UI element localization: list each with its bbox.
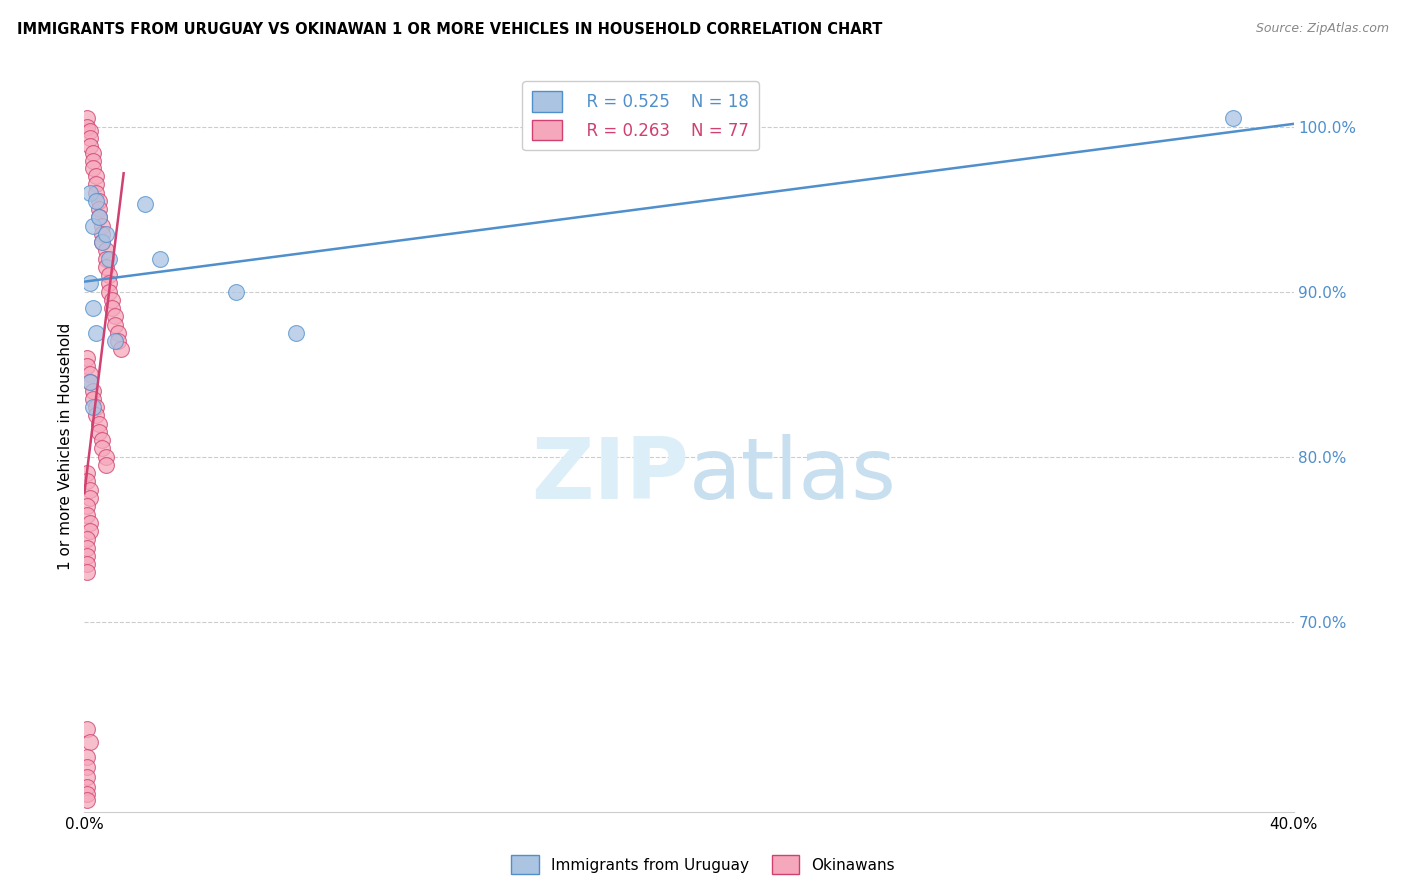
Point [82,145,104,160]
Point [76,566,98,580]
Point [79,139,101,153]
Point [94,450,117,464]
Point [91,442,114,456]
Text: atlas: atlas [689,434,897,516]
Point [79,277,101,291]
Point [97,252,120,266]
Point [76,750,98,764]
Point [79,524,101,538]
Point [86,186,108,200]
Point [76,541,98,555]
Point [94,227,117,241]
Point [76,787,98,801]
Point [82,161,104,175]
Point [107,326,129,340]
Point [79,124,101,138]
Point [86,169,108,183]
Point [100,301,122,315]
Point [91,235,114,249]
Text: ZIP: ZIP [531,434,689,516]
Point [285,326,308,340]
Point [76,557,98,571]
Point [91,227,114,241]
Point [89,211,111,225]
Point [76,351,98,365]
Point [89,417,111,431]
Point [79,376,101,390]
Point [91,235,114,249]
Point [89,211,111,225]
Point [79,491,101,505]
Point [82,401,104,415]
Point [82,154,104,169]
Point [76,467,98,481]
Point [76,780,98,794]
Point [79,483,101,497]
Point [110,343,132,357]
Point [94,260,117,274]
Point [76,549,98,563]
Point [89,202,111,216]
Point [76,508,98,522]
Point [97,268,120,282]
Point [76,793,98,807]
Point [79,131,101,145]
Point [107,334,129,348]
Point [97,277,120,291]
Point [86,401,108,415]
Point [76,533,98,547]
Point [91,219,114,233]
Point [76,760,98,774]
Point [82,219,104,233]
Point [89,194,111,208]
Point [149,252,172,266]
Point [97,285,120,299]
Point [134,197,156,211]
Point [76,112,98,126]
Point [104,318,127,332]
Point [79,376,101,390]
Point [104,334,127,348]
Point [94,244,117,258]
Point [86,194,108,208]
Point [79,516,101,530]
Point [76,500,98,514]
Text: IMMIGRANTS FROM URUGUAY VS OKINAWAN 1 OR MORE VEHICLES IN HOUSEHOLD CORRELATION : IMMIGRANTS FROM URUGUAY VS OKINAWAN 1 OR… [17,22,882,37]
Point [91,434,114,448]
Point [79,367,101,381]
Point [94,458,117,472]
Point [104,310,127,324]
Point [86,409,108,423]
Point [94,252,117,266]
Point [76,359,98,373]
Y-axis label: 1 or more Vehicles in Household: 1 or more Vehicles in Household [58,322,73,570]
Legend:   R = 0.525    N = 18,   R = 0.263    N = 77: R = 0.525 N = 18, R = 0.263 N = 77 [523,81,759,150]
Point [89,425,111,439]
Point [76,120,98,134]
Point [79,186,101,200]
Legend: Immigrants from Uruguay, Okinawans: Immigrants from Uruguay, Okinawans [505,849,901,880]
Point [76,722,98,736]
Point [1222,112,1244,126]
Point [86,178,108,192]
Text: Source: ZipAtlas.com: Source: ZipAtlas.com [1256,22,1389,36]
Point [76,475,98,489]
Point [100,293,122,307]
Point [82,392,104,406]
Point [82,384,104,398]
Point [76,770,98,784]
Point [86,326,108,340]
Point [79,735,101,749]
Point [82,301,104,315]
Point [225,285,247,299]
